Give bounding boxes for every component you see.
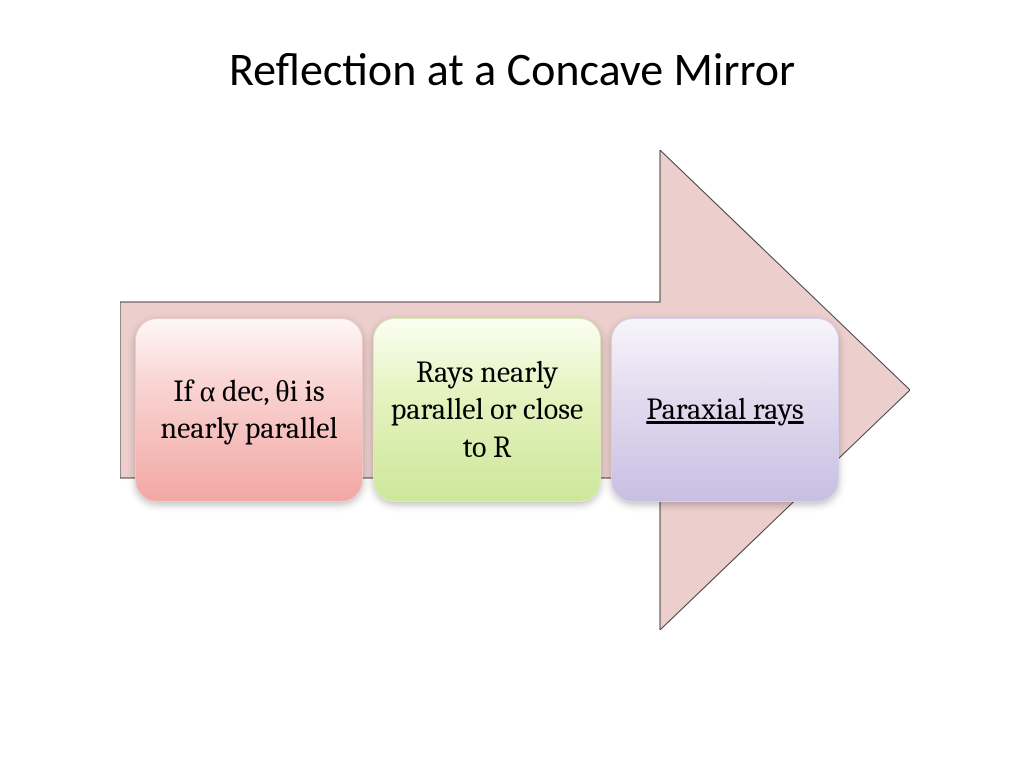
process-box-1-text: If α dec, θi is nearly parallel [150,373,348,448]
process-box-2: Rays nearly parallel or close to R [373,318,601,502]
process-box-3: Paraxial rays [611,318,839,502]
process-box-1: If α dec, θi is nearly parallel [135,318,363,502]
process-boxes: If α dec, θi is nearly parallel Rays nea… [135,318,839,502]
page-title: Reflection at a Concave Mirror [0,42,1024,98]
process-box-3-text: Paraxial rays [646,391,803,429]
process-box-2-text: Rays nearly parallel or close to R [388,354,586,467]
slide: Reflection at a Concave Mirror If α dec,… [0,0,1024,768]
